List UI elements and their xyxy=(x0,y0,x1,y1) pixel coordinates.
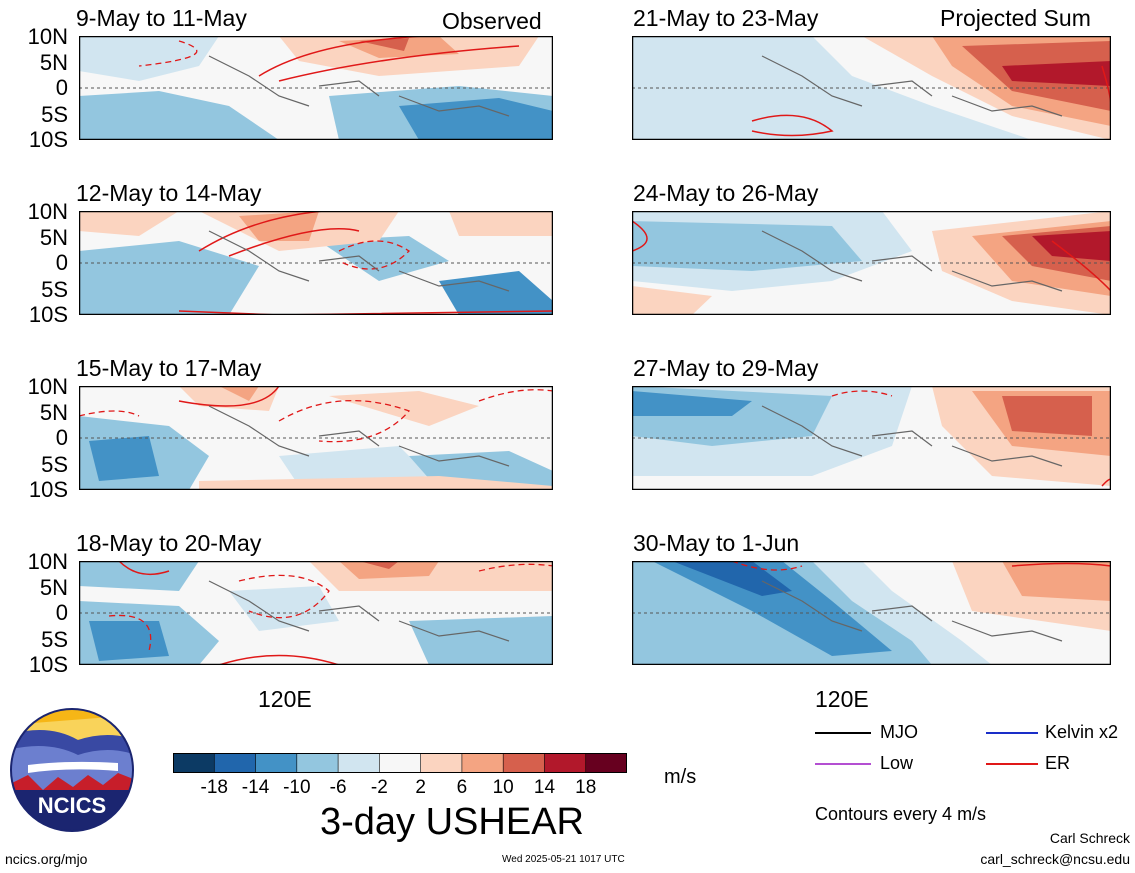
legend-label-mjo: MJO xyxy=(880,722,918,742)
colorbar-tick-label: 18 xyxy=(575,777,597,798)
main-title: 3-day USHEAR xyxy=(320,801,584,843)
colorbar-tick-label: 2 xyxy=(415,777,426,798)
legend-swatch-er xyxy=(986,763,1038,765)
panel-title-4: 18-May to 20-May xyxy=(76,530,262,556)
colorbar-tick-label: 6 xyxy=(456,777,468,798)
footer-timestamp: Wed 2025-05-21 1017 UTC xyxy=(502,854,625,865)
panel-title-6: 24-May to 26-May xyxy=(633,180,819,206)
colorbar-swatch xyxy=(420,753,463,773)
map-panel-7 xyxy=(632,386,1111,490)
colorbar-swatch xyxy=(461,753,504,773)
svg-text:NCICS: NCICS xyxy=(38,793,106,818)
colorbar-swatch xyxy=(379,753,422,773)
footer-author: Carl Schreck xyxy=(1049,830,1130,846)
colorbar xyxy=(173,753,627,773)
panel-label-observed: Observed xyxy=(442,8,542,34)
legend-swatch-mjo xyxy=(815,732,871,734)
panel-title-1: 9-May to 11-May xyxy=(76,5,247,31)
legend-label-kelvin: Kelvin x2 xyxy=(1045,722,1119,742)
panel-label-projected: Projected Sum xyxy=(940,5,1091,31)
legend-label-low: Low xyxy=(880,753,914,773)
map-panel-8 xyxy=(632,561,1111,665)
colorbar-tick-label: -14 xyxy=(241,777,270,798)
colorbar-swatch xyxy=(337,753,381,773)
colorbar-tick-label: -2 xyxy=(370,777,388,798)
colorbar-swatch xyxy=(173,753,216,773)
colorbar-tick-label: 10 xyxy=(492,777,514,798)
colorbar-swatch xyxy=(502,753,546,773)
map-panel-3 xyxy=(79,386,553,490)
colorbar-tick-label: 14 xyxy=(533,777,556,798)
colorbar-swatch xyxy=(213,753,257,773)
colorbar-tick-label: -6 xyxy=(329,777,347,798)
panel-title-8: 30-May to 1-Jun xyxy=(633,530,800,556)
legend-swatch-low xyxy=(815,763,871,765)
panel-title-7: 27-May to 29-May xyxy=(633,355,819,381)
colorbar-tick-label: -18 xyxy=(200,777,228,798)
colorbar-units: m/s xyxy=(664,766,697,788)
colorbar-tick-label: -10 xyxy=(283,777,311,798)
map-panel-1 xyxy=(79,36,553,140)
ncics-logo: NCICS xyxy=(10,708,134,832)
panel-title-3: 15-May to 17-May xyxy=(76,355,262,381)
colorbar-swatch xyxy=(255,753,298,773)
footer-email: carl_schreck@ncsu.edu xyxy=(980,851,1130,867)
panel-title-5: 21-May to 23-May xyxy=(633,5,819,31)
footer-url: ncics.org/mjo xyxy=(5,851,88,867)
legend-label-er: ER xyxy=(1045,753,1071,773)
colorbar-swatch xyxy=(544,753,587,773)
map-panel-2 xyxy=(79,211,553,315)
map-panel-6 xyxy=(632,211,1111,315)
colorbar-swatch xyxy=(585,753,627,773)
lon-label-left: 120E xyxy=(258,686,312,712)
contours-note: Contours every 4 m/s xyxy=(815,804,987,824)
map-panel-5 xyxy=(632,36,1111,140)
lon-label-right: 120E xyxy=(815,686,869,712)
colorbar-swatch xyxy=(296,753,339,773)
panel-title-2: 12-May to 14-May xyxy=(76,180,262,206)
legend-swatch-kelvin xyxy=(986,732,1038,734)
map-panel-4 xyxy=(79,561,553,665)
